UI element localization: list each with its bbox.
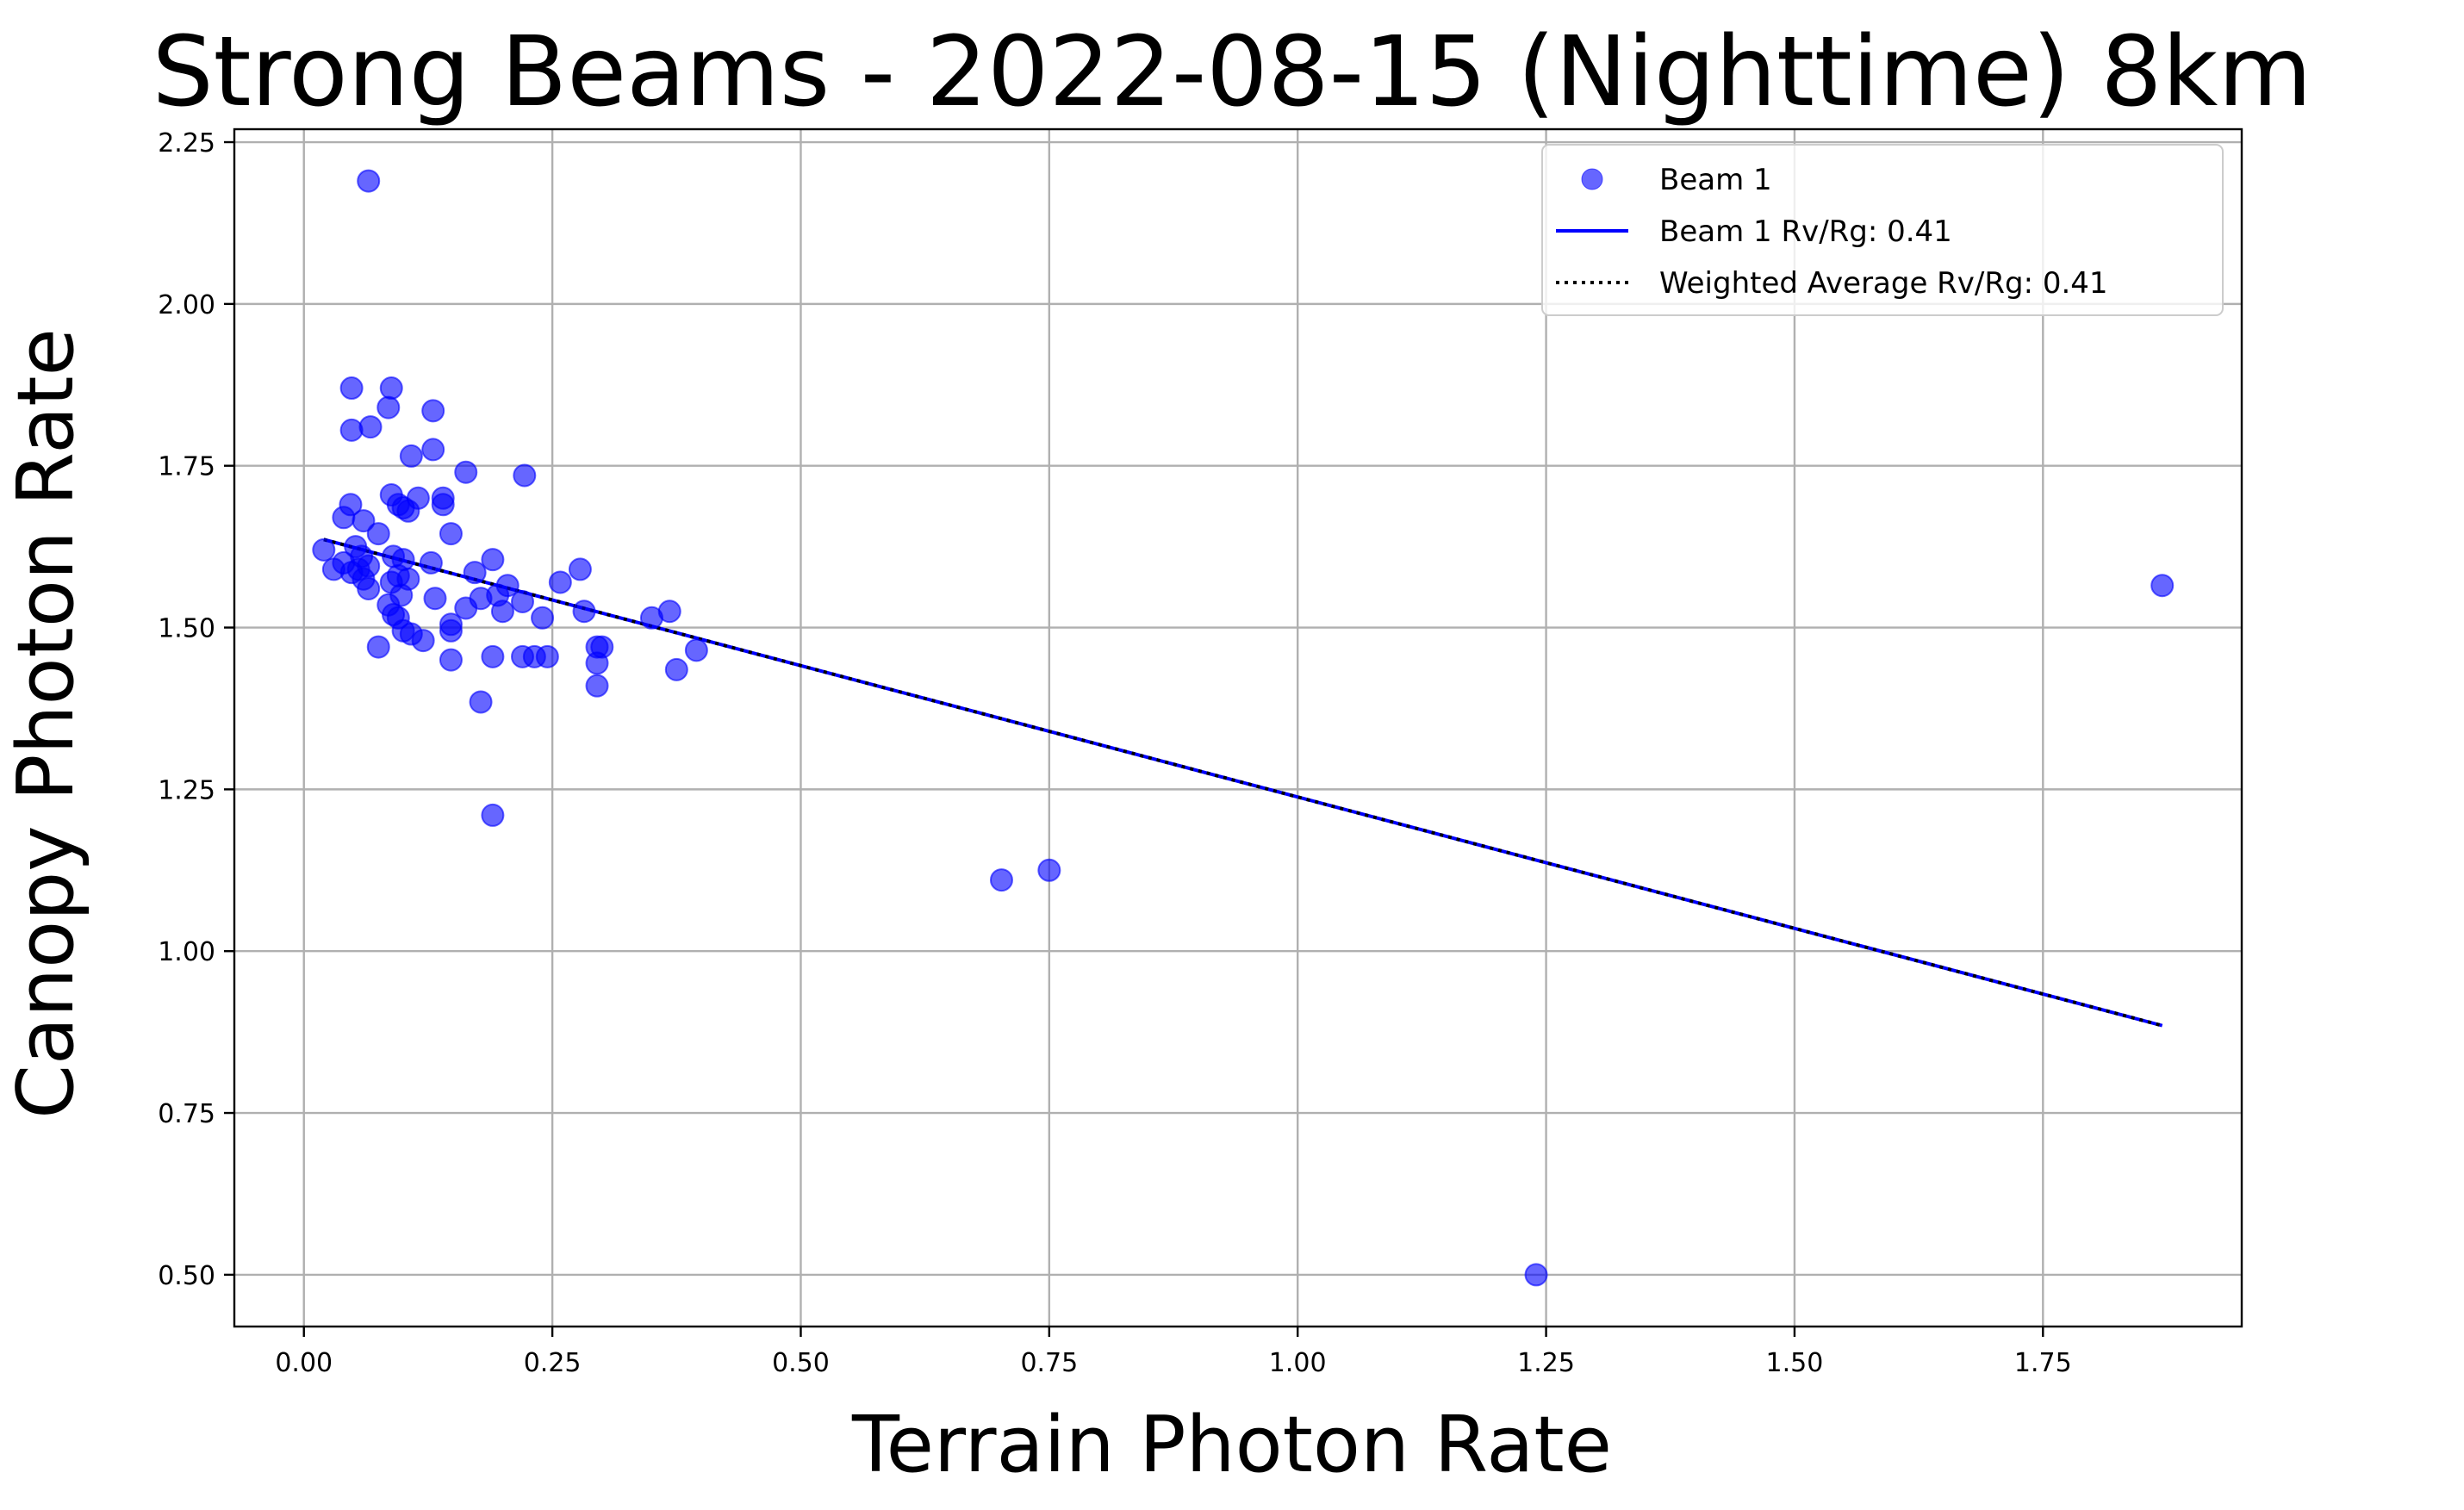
x-tick-label: 1.75 — [2014, 1348, 2072, 1378]
data-point — [439, 522, 463, 546]
x-tick-label: 1.50 — [1766, 1348, 1824, 1378]
data-point — [358, 415, 383, 439]
legend: Beam 1 Beam 1 Rv/Rg: 0.41 Weighted Avera… — [1541, 144, 2224, 316]
data-point — [639, 606, 663, 630]
data-point — [332, 506, 356, 530]
data-point — [511, 589, 535, 613]
plot-area-frame — [233, 127, 2243, 1328]
data-point — [366, 635, 390, 659]
data-point — [439, 618, 463, 643]
data-point — [2150, 574, 2175, 598]
y-tick-label: 1.75 — [158, 452, 215, 482]
x-tick-label: 0.75 — [1020, 1348, 1078, 1378]
data-point — [684, 638, 708, 662]
chart-title: Strong Beams - 2022-08-15 (Nighttime) 8k… — [152, 16, 2312, 128]
legend-label-beam-1: Beam 1 — [1659, 163, 1772, 197]
data-point — [399, 444, 423, 468]
data-point — [421, 438, 445, 462]
data-point — [513, 463, 537, 488]
data-point — [366, 522, 390, 546]
data-point — [1524, 1263, 1548, 1287]
x-tick-label: 1.25 — [1517, 1348, 1575, 1378]
data-point — [585, 651, 609, 675]
y-tick-label: 1.25 — [158, 775, 215, 805]
data-point — [481, 803, 505, 827]
y-tick-label: 0.50 — [158, 1261, 215, 1291]
data-point — [1037, 858, 1061, 882]
weighted-average-line — [323, 538, 2163, 1028]
x-axis-title: Terrain Photon Rate — [851, 1400, 1612, 1490]
data-point — [454, 460, 478, 484]
data-point — [439, 648, 463, 672]
data-point — [312, 538, 336, 562]
x-tick-label: 0.50 — [772, 1348, 830, 1378]
data-point — [357, 169, 381, 193]
data-point — [469, 690, 493, 714]
data-point — [419, 550, 443, 575]
data-point — [585, 674, 609, 698]
data-point — [379, 376, 403, 401]
y-tick-label: 1.50 — [158, 614, 215, 644]
legend-label-weighted-average: Weighted Average Rv/Rg: 0.41 — [1659, 266, 2108, 301]
legend-marker-beam-1 — [1581, 168, 1603, 190]
data-point — [481, 548, 505, 572]
data-point — [664, 657, 688, 681]
y-tick-label: 1.00 — [158, 937, 215, 967]
data-points — [312, 169, 2175, 1287]
data-point — [568, 557, 592, 581]
data-point — [548, 570, 572, 594]
y-axis-title: Canopy Photon Rate — [1, 328, 91, 1119]
x-tick-label: 0.25 — [524, 1348, 582, 1378]
legend-box — [1541, 144, 2224, 316]
data-point — [423, 587, 447, 611]
x-tick-label: 0.00 — [275, 1348, 333, 1378]
data-point — [396, 499, 420, 523]
legend-label-beam-1-fit: Beam 1 Rv/Rg: 0.41 — [1659, 214, 1952, 249]
data-point — [572, 600, 596, 624]
data-point — [411, 629, 435, 653]
y-tick-label: 2.00 — [158, 290, 215, 320]
y-tick-label: 0.75 — [158, 1099, 215, 1129]
x-axis-ticks: 0.00 0.25 0.50 0.75 1.00 1.25 1.50 1.75 — [275, 1327, 2072, 1378]
data-point — [535, 644, 559, 668]
y-axis-ticks: 0.50 0.75 1.00 1.25 1.50 1.75 2.00 2.25 — [158, 128, 234, 1291]
y-tick-label: 2.25 — [158, 128, 215, 158]
fit-lines — [323, 538, 2163, 1028]
data-point — [357, 576, 381, 600]
x-tick-label: 1.00 — [1269, 1348, 1327, 1378]
data-point — [481, 644, 505, 668]
data-point — [352, 509, 376, 533]
data-point — [490, 600, 514, 624]
data-point — [339, 376, 364, 401]
data-point — [463, 561, 487, 585]
grid — [234, 129, 2242, 1327]
data-point — [339, 418, 364, 442]
data-point — [376, 395, 401, 419]
data-point — [454, 596, 478, 620]
data-point — [531, 606, 555, 630]
data-point — [421, 399, 445, 423]
data-point — [431, 493, 455, 517]
data-point — [989, 868, 1013, 892]
